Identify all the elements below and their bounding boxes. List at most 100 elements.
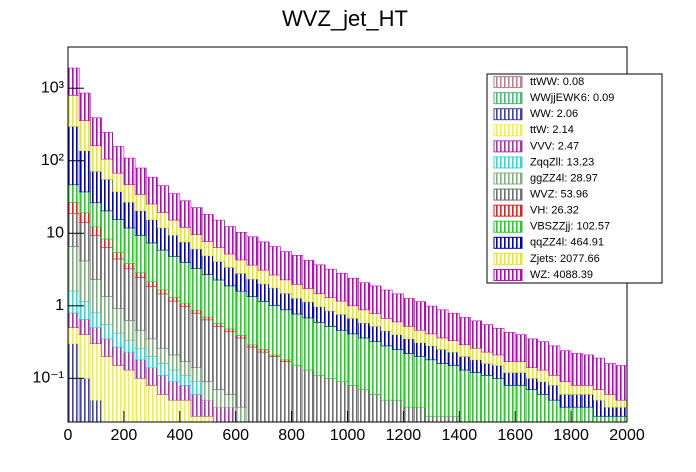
bar xyxy=(213,279,225,324)
bar xyxy=(425,359,438,417)
bar xyxy=(447,415,460,423)
bar xyxy=(224,406,237,423)
bar xyxy=(78,301,91,320)
bar xyxy=(503,361,516,373)
bar xyxy=(458,317,471,346)
bar xyxy=(268,356,281,423)
bar xyxy=(213,323,225,327)
bar xyxy=(112,346,125,366)
bar xyxy=(347,318,359,335)
bar xyxy=(78,319,91,335)
bar xyxy=(235,406,248,423)
bar xyxy=(134,329,147,349)
bar xyxy=(224,328,237,332)
legend-swatch xyxy=(493,268,523,281)
bar xyxy=(112,308,125,334)
bar xyxy=(324,326,337,379)
bar xyxy=(134,359,147,379)
bar xyxy=(324,310,337,327)
legend-label: ggZZ4l: 28.97 xyxy=(530,172,598,184)
bar xyxy=(436,337,449,350)
bar xyxy=(101,179,114,212)
legend-label: WVZ: 53.96 xyxy=(530,188,588,200)
bar xyxy=(78,334,91,379)
legend-swatch xyxy=(493,156,523,169)
legend-swatch xyxy=(493,108,523,121)
legend-swatch xyxy=(493,252,523,265)
bar xyxy=(447,365,460,417)
bar xyxy=(201,415,214,423)
bar xyxy=(101,132,114,160)
bar xyxy=(90,279,102,314)
bar xyxy=(593,415,605,423)
bar xyxy=(179,375,192,386)
bar xyxy=(145,367,158,386)
bar xyxy=(447,312,460,342)
bar xyxy=(112,365,125,423)
bar xyxy=(201,316,214,321)
bar xyxy=(336,314,348,331)
bar xyxy=(190,268,203,311)
bar xyxy=(257,351,270,423)
bar xyxy=(492,365,505,379)
bar xyxy=(391,349,404,401)
bar xyxy=(201,274,214,318)
x-tick-label: 1400 xyxy=(442,427,478,444)
bar xyxy=(157,394,169,423)
bar xyxy=(514,372,527,386)
bar xyxy=(414,342,427,357)
bar xyxy=(403,406,415,423)
bar xyxy=(134,347,147,361)
chart-title: WVZ_jet_HT xyxy=(282,6,408,31)
legend-label: VH: 26.32 xyxy=(530,205,579,217)
bar xyxy=(168,369,181,382)
bar xyxy=(190,394,203,417)
bar xyxy=(90,117,102,146)
bar xyxy=(548,399,561,423)
legend-swatch xyxy=(493,140,523,153)
bar xyxy=(123,351,136,371)
bar xyxy=(268,274,281,289)
bar xyxy=(67,312,80,328)
bar xyxy=(168,381,181,401)
bar xyxy=(78,378,91,423)
bar xyxy=(526,389,538,423)
legend-label: ttW: 2.14 xyxy=(530,124,574,136)
bar xyxy=(604,406,617,417)
bar xyxy=(145,203,158,221)
bar xyxy=(548,345,561,376)
x-tick-label: 1200 xyxy=(386,427,422,444)
bar xyxy=(336,300,348,315)
bar xyxy=(157,375,169,395)
bar xyxy=(391,334,404,350)
bar xyxy=(123,184,136,203)
bar xyxy=(559,381,572,395)
bar xyxy=(324,268,337,298)
bar xyxy=(157,293,169,349)
bar xyxy=(168,296,181,302)
bar xyxy=(101,210,114,240)
x-tick-label: 1600 xyxy=(497,427,533,444)
legend-swatch xyxy=(493,220,523,233)
bar xyxy=(425,345,438,361)
bar xyxy=(190,309,203,314)
bar xyxy=(190,248,203,269)
bar xyxy=(291,313,304,366)
bar xyxy=(548,375,561,386)
bar xyxy=(436,415,449,423)
bar xyxy=(224,226,237,255)
bar xyxy=(235,290,248,336)
bar xyxy=(101,324,114,340)
bar xyxy=(179,361,192,376)
bar xyxy=(246,296,259,346)
bar xyxy=(268,287,281,306)
bar xyxy=(67,202,80,215)
bar xyxy=(257,269,270,285)
bar xyxy=(246,264,259,280)
bar xyxy=(302,369,315,423)
bar xyxy=(581,394,594,408)
bar xyxy=(302,317,315,371)
bar xyxy=(526,367,538,379)
bar xyxy=(514,385,527,423)
